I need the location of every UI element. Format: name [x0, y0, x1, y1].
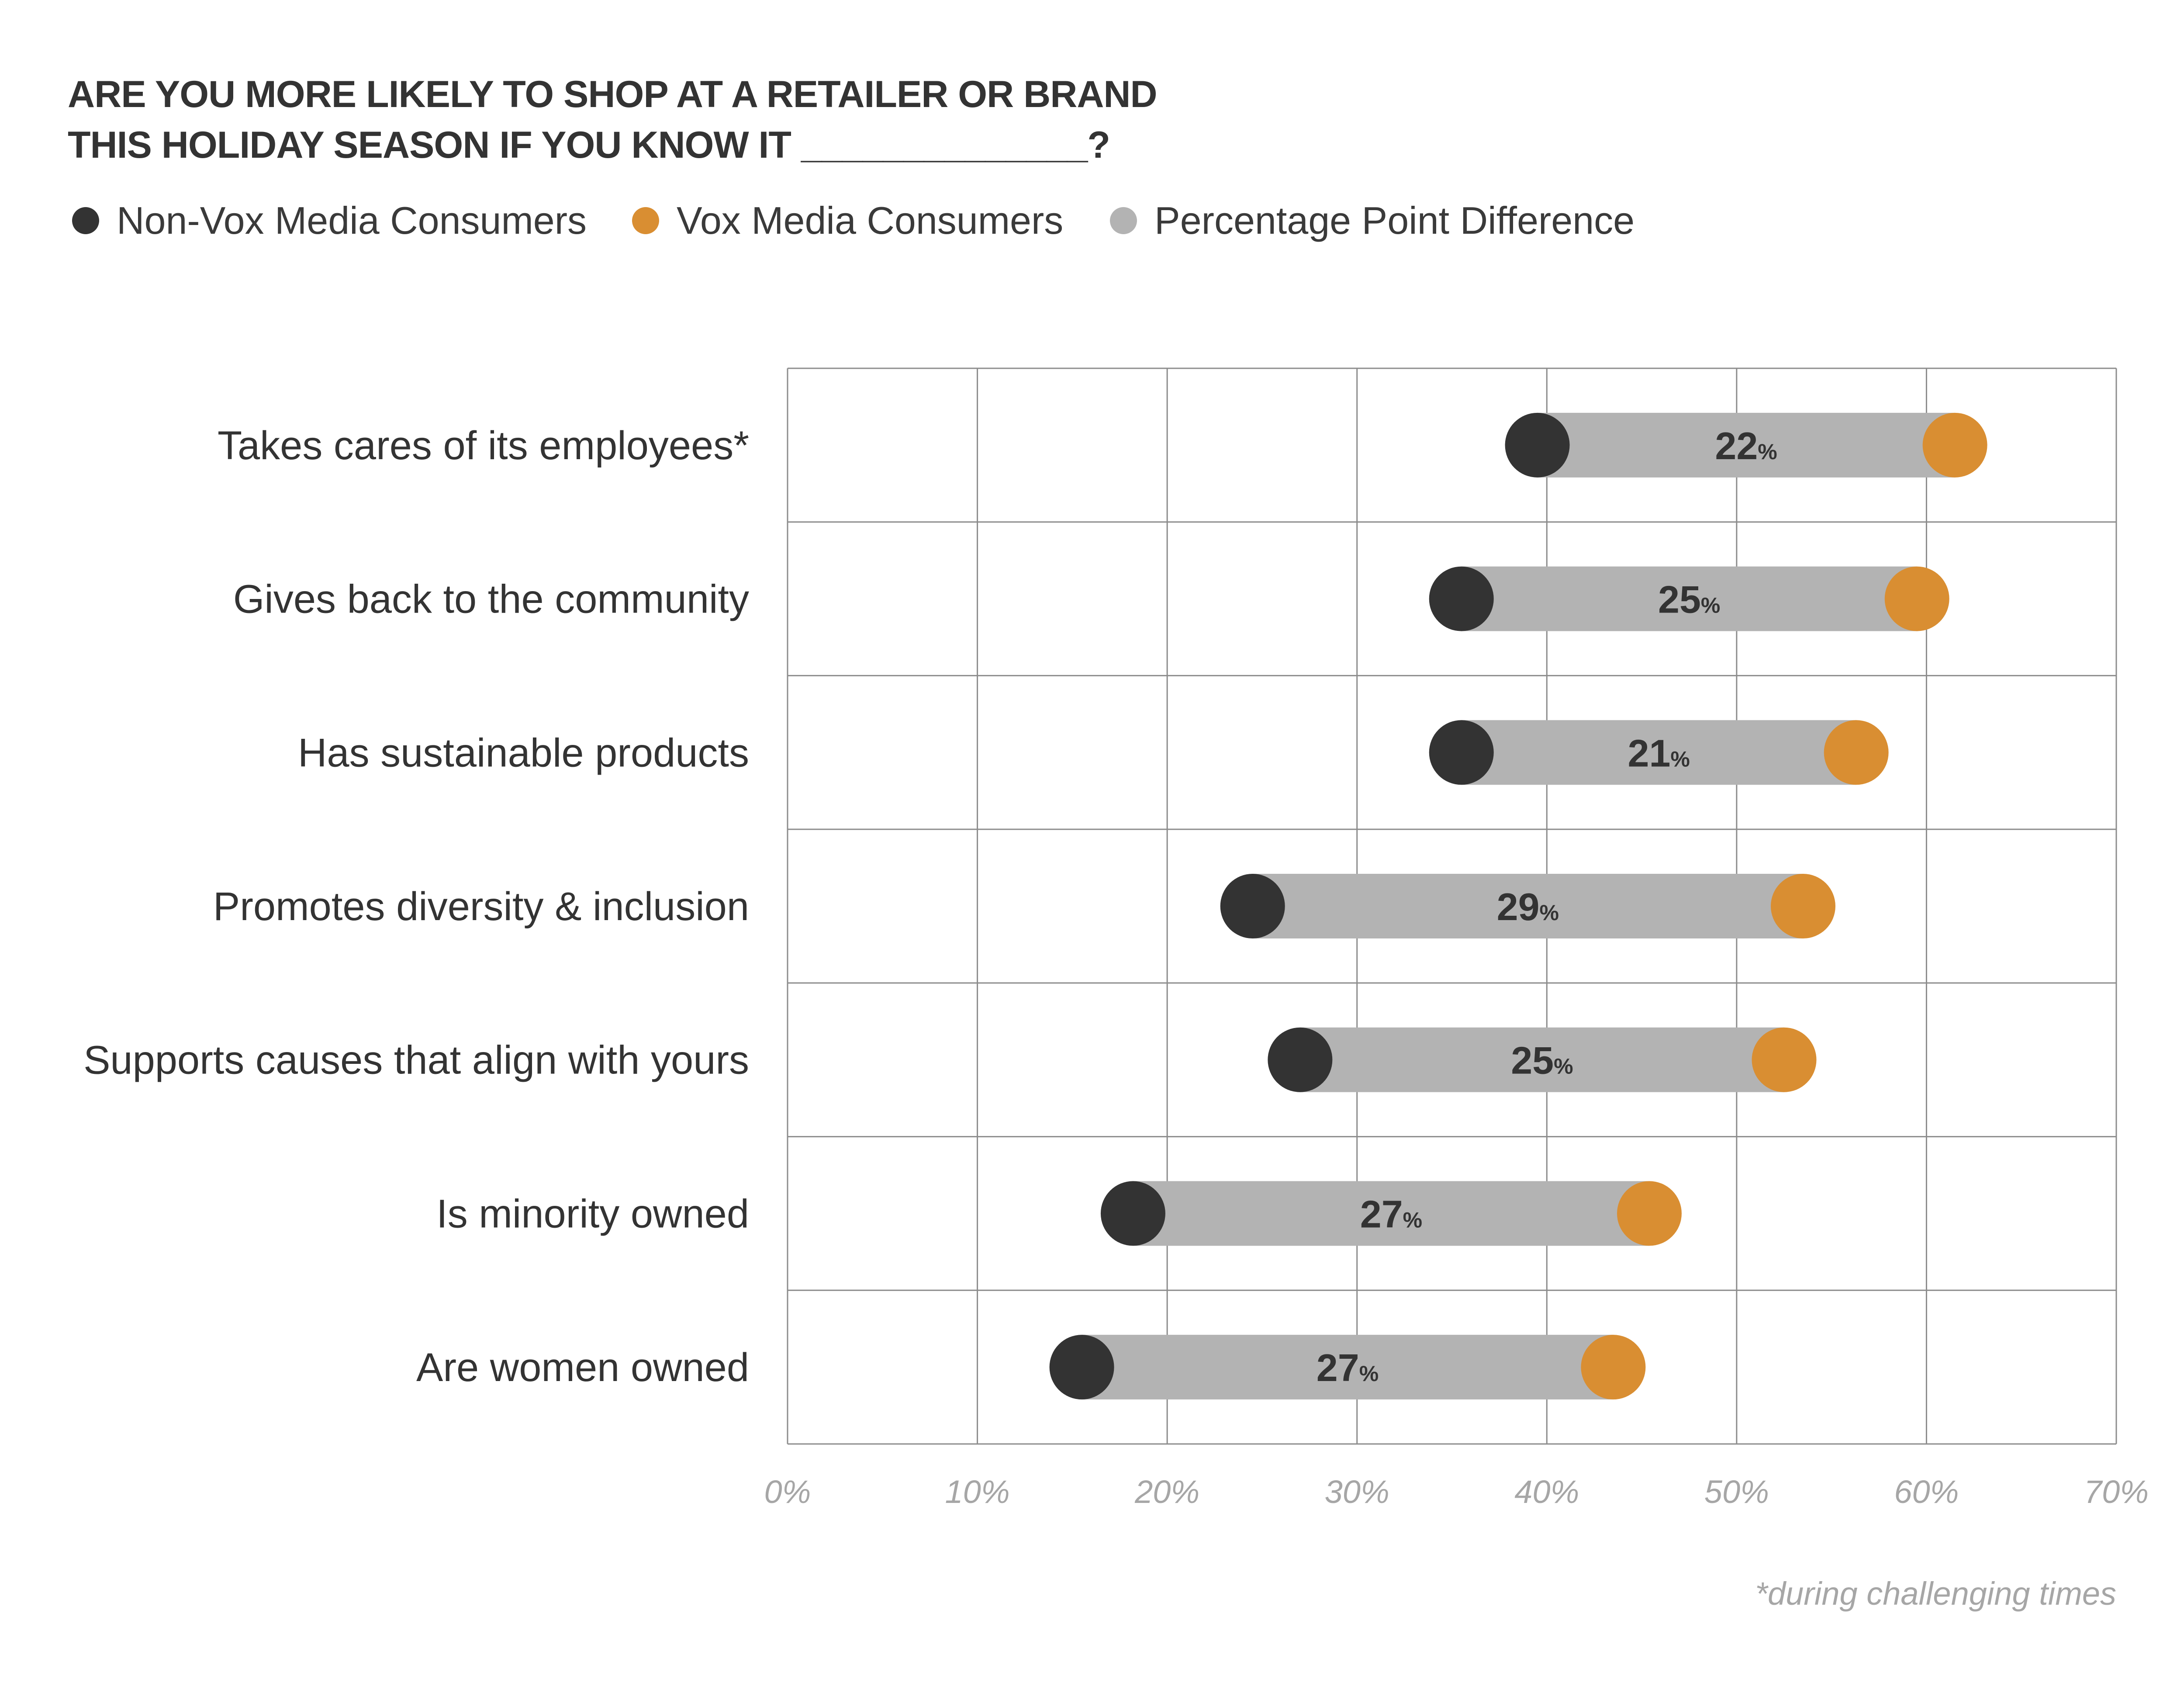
legend-item-vox: Vox Media Consumers [632, 197, 1063, 245]
difference-label: 25% [1658, 578, 1720, 621]
difference-bar [1300, 1027, 1784, 1092]
x-tick-label: 70% [2084, 1474, 2149, 1510]
category-label: Are women owned [416, 1345, 749, 1390]
x-tick-label: 0% [764, 1474, 811, 1510]
difference-label: 25% [1511, 1039, 1573, 1082]
difference-bar [1461, 720, 1856, 785]
footnote: *during challenging times [1755, 1575, 2116, 1612]
legend-item-difference: Percentage Point Difference [1110, 197, 1635, 245]
vox-point [1581, 1335, 1646, 1400]
difference-bar [1537, 412, 1955, 478]
difference-label: 27% [1317, 1346, 1379, 1389]
vox-point [1824, 720, 1889, 785]
difference-bar [1252, 874, 1803, 938]
chart-title: ARE YOU MORE LIKELY TO SHOP AT A RETAILE… [68, 69, 1158, 170]
x-tick-label: 60% [1894, 1474, 1959, 1510]
grid [787, 367, 2117, 1445]
difference-label: 22% [1715, 424, 1777, 467]
difference-value: 21 [1628, 731, 1671, 775]
difference-value: 25 [1658, 578, 1701, 621]
difference-label: 27% [1360, 1192, 1422, 1236]
difference-value: 25 [1511, 1039, 1554, 1082]
vox-point [1617, 1181, 1682, 1246]
legend-item-non-vox: Non-Vox Media Consumers [72, 197, 587, 245]
category-label: Promotes diversity & inclusion [213, 884, 749, 929]
difference-unit: % [1403, 1208, 1422, 1232]
category-label: Supports causes that align with yours [83, 1038, 749, 1083]
legend-dot-difference [1110, 207, 1137, 234]
legend-label-non-vox: Non-Vox Media Consumers [117, 199, 587, 242]
non-vox-point [1429, 720, 1494, 785]
difference-unit: % [1554, 1054, 1573, 1079]
difference-unit: % [1701, 593, 1720, 618]
difference-unit: % [1359, 1361, 1379, 1386]
vox-point [1770, 874, 1835, 938]
difference-label: 21% [1628, 731, 1690, 775]
non-vox-point [1049, 1335, 1114, 1400]
difference-value: 27 [1317, 1346, 1359, 1389]
non-vox-point [1220, 874, 1285, 938]
non-vox-point [1268, 1027, 1333, 1092]
vox-point [1752, 1027, 1817, 1092]
category-label: Is minority owned [436, 1191, 749, 1236]
chart-title-line-2: THIS HOLIDAY SEASON IF YOU KNOW IT _____… [68, 124, 1110, 166]
category-label: Takes cares of its employees* [218, 423, 749, 468]
x-tick-label: 50% [1704, 1474, 1769, 1510]
difference-unit: % [1540, 900, 1559, 925]
non-vox-point [1100, 1181, 1165, 1246]
category-label: Has sustainable products [298, 730, 749, 775]
x-tick-label: 10% [945, 1474, 1010, 1510]
x-tick-label: 30% [1325, 1474, 1389, 1510]
difference-value: 22 [1715, 424, 1758, 467]
x-tick-label: 40% [1514, 1474, 1579, 1510]
legend-dot-non-vox [72, 207, 99, 234]
vox-point [1922, 412, 1987, 478]
x-tick-label: 20% [1134, 1474, 1199, 1510]
difference-unit: % [1758, 440, 1777, 464]
vox-point [1884, 566, 1949, 631]
difference-bar [1461, 566, 1917, 631]
legend-label-vox: Vox Media Consumers [677, 199, 1064, 242]
non-vox-point [1505, 412, 1570, 478]
chart-title-line-1: ARE YOU MORE LIKELY TO SHOP AT A RETAILE… [68, 73, 1158, 115]
difference-unit: % [1670, 747, 1690, 771]
difference-bar [1133, 1181, 1649, 1246]
difference-value: 29 [1497, 885, 1540, 928]
legend-dot-vox [632, 207, 659, 234]
legend-label-difference: Percentage Point Difference [1154, 199, 1635, 242]
difference-label: 29% [1497, 885, 1559, 928]
difference-bar [1082, 1335, 1614, 1400]
difference-value: 27 [1360, 1192, 1403, 1236]
category-label: Gives back to the community [233, 577, 749, 622]
non-vox-point [1429, 566, 1494, 631]
